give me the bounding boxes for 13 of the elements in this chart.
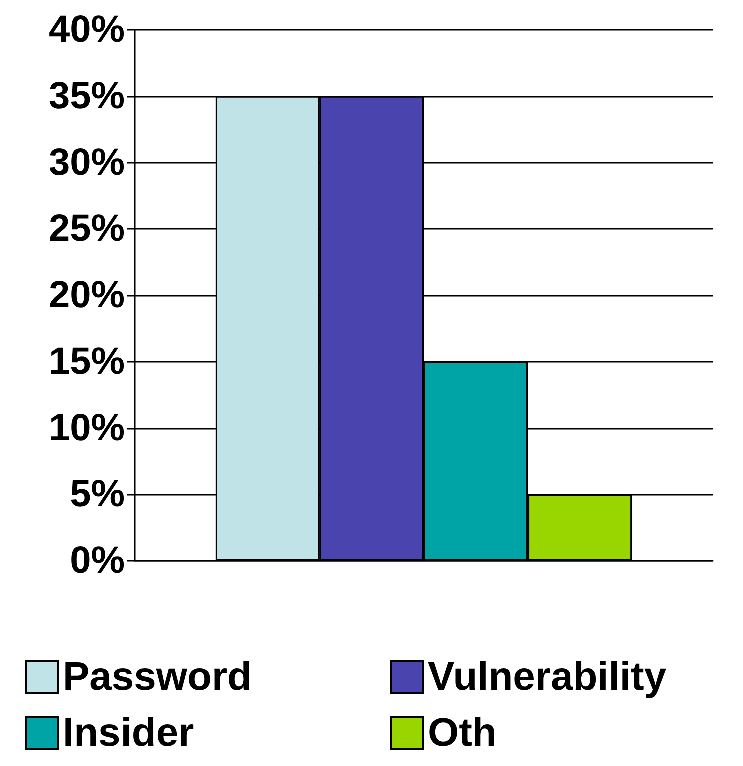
y-tick-label: 35% xyxy=(48,75,125,118)
y-tick-label: 20% xyxy=(48,274,125,316)
y-tick-label: 10% xyxy=(48,407,125,450)
legend-label: Vulnerability xyxy=(428,655,668,699)
y-tick-label: 25% xyxy=(48,208,125,250)
y-tick-label: 15% xyxy=(48,340,125,383)
legend-label: Password xyxy=(63,655,252,699)
y-tick-label: 40% xyxy=(48,9,125,51)
legend-label: Insider xyxy=(63,711,194,755)
y-tick-label: 0% xyxy=(70,540,125,582)
y-tick-label: 30% xyxy=(48,142,125,184)
y-tick-label: 5% xyxy=(70,474,125,516)
legend-label: Oth xyxy=(428,711,497,755)
